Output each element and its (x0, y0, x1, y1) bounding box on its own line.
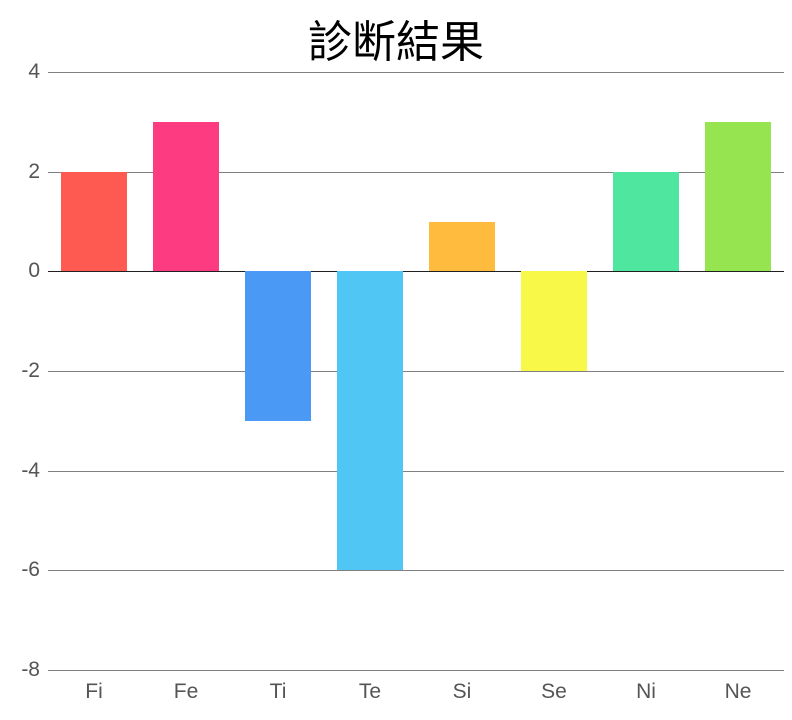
chart-container: 診断結果 -8-6-4-2024 FiFeTiTeSiSeNiNe (0, 0, 792, 720)
bar (153, 122, 219, 272)
y-tick-label: -6 (21, 558, 48, 582)
y-tick-label: 2 (28, 160, 48, 184)
chart-title: 診断結果 (0, 6, 792, 70)
bar (705, 122, 771, 272)
bar (337, 271, 403, 570)
gridline (48, 670, 784, 671)
x-tick-label: Se (541, 670, 567, 704)
y-tick-label: -8 (21, 658, 48, 682)
plot-area: -8-6-4-2024 FiFeTiTeSiSeNiNe (48, 72, 784, 670)
bar (61, 172, 127, 272)
x-tick-label: Fe (174, 670, 199, 704)
x-tick-label: Ti (270, 670, 287, 704)
y-tick-label: 0 (28, 259, 48, 283)
y-tick-label: -4 (21, 459, 48, 483)
bars-layer (48, 72, 784, 670)
x-tick-label: Ne (725, 670, 752, 704)
bar (613, 172, 679, 272)
bar (245, 271, 311, 421)
x-tick-label: Te (359, 670, 381, 704)
y-tick-label: 4 (28, 60, 48, 84)
bar (521, 271, 587, 371)
x-tick-label: Si (453, 670, 472, 704)
x-tick-label: Ni (636, 670, 656, 704)
x-tick-label: Fi (85, 670, 103, 704)
y-tick-label: -2 (21, 359, 48, 383)
bar (429, 222, 495, 272)
